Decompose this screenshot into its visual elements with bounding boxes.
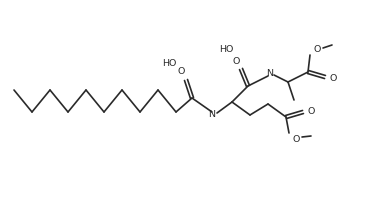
- Text: N: N: [266, 69, 273, 78]
- Text: HO: HO: [162, 58, 176, 67]
- Text: O: O: [307, 107, 315, 116]
- Text: HO: HO: [219, 45, 233, 54]
- Text: O: O: [292, 134, 300, 143]
- Text: O: O: [232, 56, 240, 65]
- Text: O: O: [329, 74, 337, 83]
- Text: N: N: [208, 110, 215, 119]
- Text: O: O: [177, 67, 185, 76]
- Text: O: O: [313, 45, 321, 54]
